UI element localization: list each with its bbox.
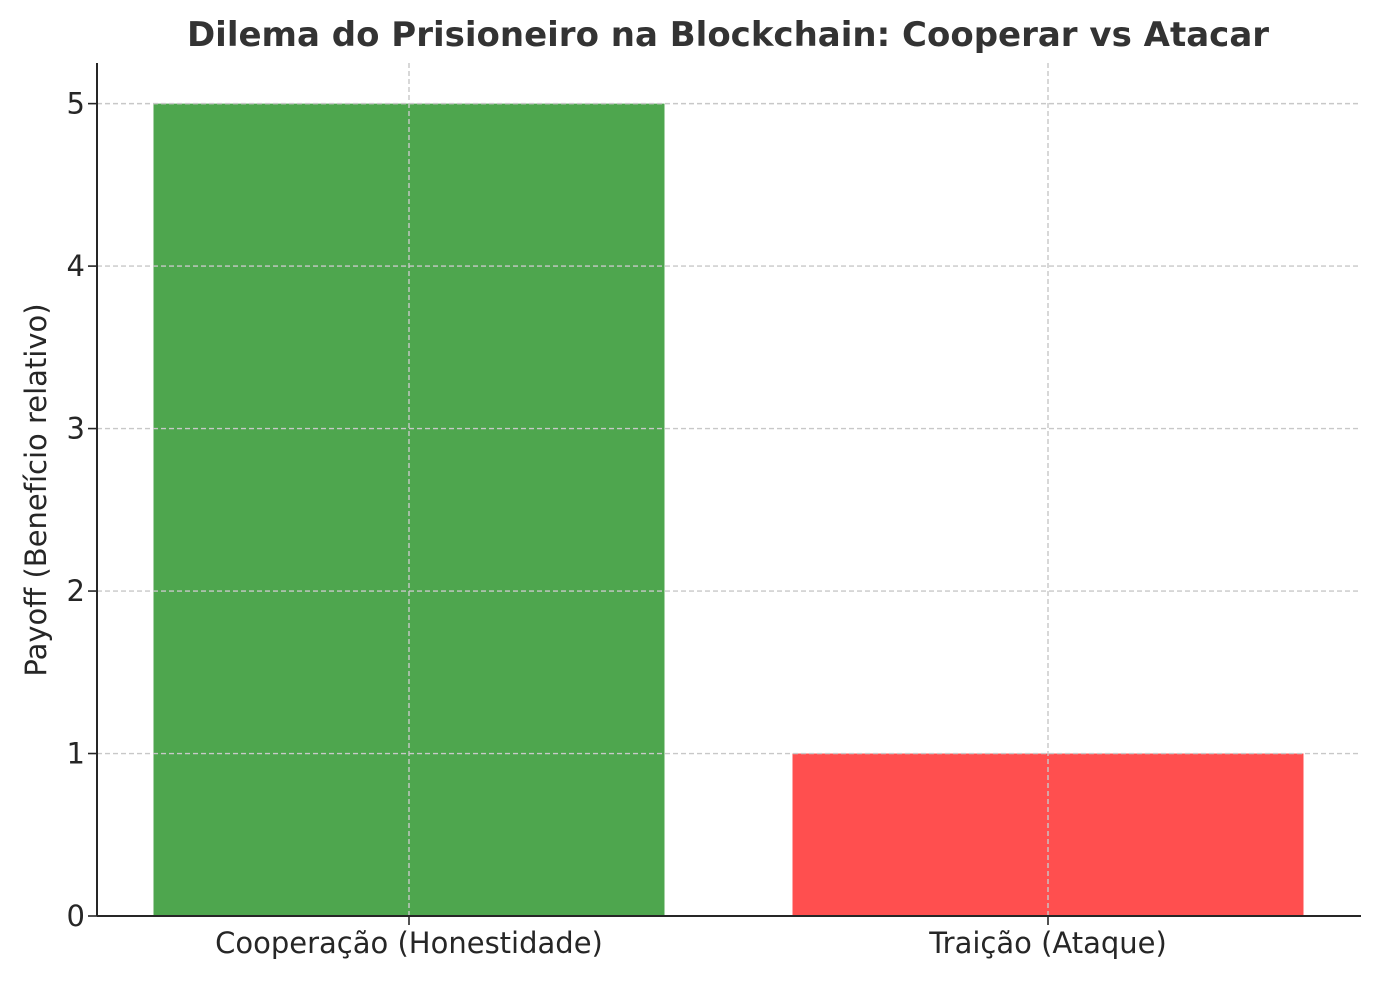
y-axis-label: Payoff (Benefício relativo) [19,303,53,676]
grid-lines [97,63,1361,916]
y-tick-label: 5 [67,87,85,121]
x-tick-label: Traição (Ataque) [928,926,1167,960]
bars [153,103,1304,917]
y-tick-label: 3 [67,412,85,446]
y-tick-label: 0 [67,899,85,933]
axes: 0 1 2 3 4 5 Cooperação (Honestidade) Traição (A… [67,63,1361,960]
y-tick-label: 1 [67,737,85,771]
x-tick-label: Cooperação (Honestidade) [215,926,603,960]
y-tick-label: 2 [67,574,85,608]
y-tick-label: 4 [67,249,85,283]
chart-title: Dilema do Prisioneiro na Blockchain: Coo… [187,15,1269,55]
